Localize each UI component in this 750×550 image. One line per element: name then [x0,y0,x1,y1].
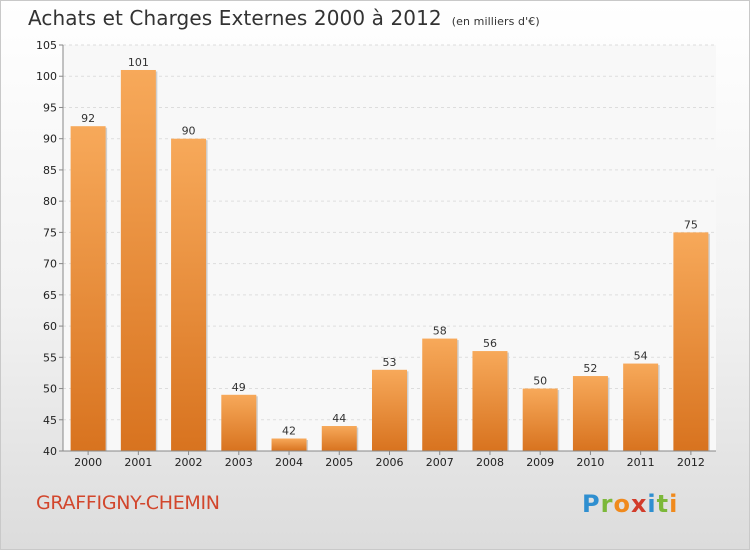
y-tick-label: 45 [43,414,57,427]
bar-value-label: 75 [684,218,698,231]
bar [70,126,106,451]
x-axis: 2000 2001 2002 2003 2004 2005 2006 2007 2008 2009… [63,450,716,469]
bar-value-label: 56 [483,337,497,350]
bars: 92 101 90 49 42 44 53 58 56 50 52 54 75 [70,56,710,451]
x-tick-label: 2004 [275,456,303,469]
x-tick-label: 2002 [175,456,203,469]
bar [120,69,156,451]
brand-letter: x [630,490,648,518]
x-tick-label: 2001 [124,456,152,469]
chart-subtitle: (en milliers d'€) [451,15,540,28]
bar-value-label: 53 [383,356,397,369]
bar [623,363,659,451]
x-tick-label: 2011 [627,456,655,469]
bar-value-label: 49 [232,381,246,394]
brand-letter: i [647,490,657,518]
bar [321,426,357,451]
place-name: GRAFFIGNY-CHEMIN [36,492,220,514]
bar-value-label: 52 [583,362,597,375]
y-tick-label: 105 [36,39,57,52]
bar [673,232,709,451]
brand-letter: o [613,490,631,518]
bar-value-label: 54 [634,350,648,363]
bar [271,438,307,451]
chart-title: Achats et Charges Externes 2000 à 2012 (e… [28,6,540,30]
x-tick-label: 2007 [426,456,454,469]
y-tick-label: 70 [43,258,57,271]
bar-value-label: 44 [332,412,346,425]
x-tick-label: 2008 [476,456,504,469]
bar [522,388,558,451]
bar [171,138,207,451]
y-tick-label: 75 [43,226,57,239]
y-tick-label: 90 [43,133,57,146]
bar-value-label: 42 [282,425,296,438]
x-tick-label: 2009 [526,456,554,469]
brand-letter: r [600,490,614,518]
bar [472,351,508,451]
x-tick-label: 2012 [677,456,705,469]
proxiti-logo: Proxiti [582,490,678,518]
y-tick-label: 55 [43,351,57,364]
bar-value-label: 50 [533,375,547,388]
y-tick-label: 50 [43,383,57,396]
y-tick-label: 40 [43,445,57,458]
bar-value-label: 58 [433,325,447,338]
y-tick-label: 80 [43,195,57,208]
bar [422,338,458,451]
x-tick-label: 2003 [225,456,253,469]
brand-letter: i [669,490,679,518]
bar [572,376,608,451]
y-tick-label: 95 [43,101,57,114]
x-tick-label: 2006 [376,456,404,469]
bar-value-label: 90 [182,125,196,138]
bar-value-label: 92 [81,112,95,125]
y-axis: 40 45 50 55 60 65 70 75 80 85 90 95 100 105 [36,39,64,458]
x-tick-label: 2005 [325,456,353,469]
y-tick-label: 65 [43,289,57,302]
bar [372,369,407,451]
bar [221,394,257,451]
x-tick-label: 2000 [74,456,102,469]
y-tick-label: 60 [43,320,57,333]
brand-letter: t [656,490,670,518]
bar-value-label: 101 [128,56,149,69]
chart-title-text: Achats et Charges Externes 2000 à 2012 [28,6,442,30]
brand-letter: P [582,490,601,518]
y-tick-label: 100 [36,70,57,83]
y-tick-label: 85 [43,164,57,177]
x-tick-label: 2010 [576,456,604,469]
